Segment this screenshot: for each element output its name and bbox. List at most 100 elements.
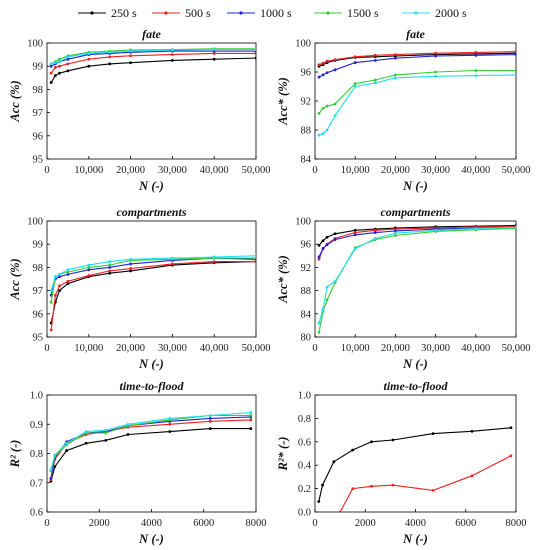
y-tick-label: 100 bbox=[27, 217, 43, 228]
data-point bbox=[87, 266, 91, 269]
data-point bbox=[325, 285, 329, 289]
x-tick-label: 40,000 bbox=[200, 343, 229, 354]
data-point bbox=[58, 64, 61, 68]
data-point bbox=[49, 62, 53, 66]
data-point bbox=[321, 73, 325, 77]
y-tick-label: 98 bbox=[33, 263, 44, 274]
data-point bbox=[373, 81, 377, 85]
x-tick-label: 40,000 bbox=[200, 165, 229, 176]
data-point bbox=[254, 254, 256, 258]
legend-label-1: 500 s bbox=[185, 6, 211, 20]
x-tick-label: 2000 bbox=[89, 518, 110, 529]
data-point bbox=[370, 440, 373, 444]
x-tick-label: 50,000 bbox=[502, 165, 531, 176]
series-line-2 bbox=[50, 50, 256, 67]
legend-marker-3 bbox=[326, 11, 330, 15]
series-line-1 bbox=[50, 52, 256, 74]
data-point bbox=[325, 71, 329, 75]
data-point bbox=[514, 50, 516, 54]
data-point bbox=[474, 69, 478, 72]
legend-label-3: 1500 s bbox=[347, 6, 379, 20]
x-tick-label: 4000 bbox=[405, 518, 426, 529]
data-point bbox=[108, 62, 112, 66]
series-group-5 bbox=[317, 426, 513, 512]
data-point bbox=[353, 233, 357, 237]
data-point bbox=[373, 237, 377, 240]
data-point bbox=[168, 430, 172, 433]
data-point bbox=[321, 132, 325, 136]
y-tick-label: 97 bbox=[33, 108, 44, 119]
x-axis-label-0: N (-) bbox=[138, 179, 164, 193]
panels: fate 0 10,000 20,000 30,000 40,000 50,000 95 96 9… bbox=[8, 27, 530, 546]
data-point bbox=[129, 262, 133, 266]
y-tick-label: 0.8 bbox=[30, 449, 43, 460]
data-point bbox=[249, 414, 253, 417]
y-tick-label: 96 bbox=[301, 240, 312, 251]
legend: 250 s 500 s 1000 s 1500 s 2000 s bbox=[78, 6, 467, 20]
plot-frame-3 bbox=[314, 220, 517, 338]
plot-frame-0 bbox=[46, 42, 257, 160]
x-tick-label: 10,000 bbox=[74, 343, 103, 354]
data-point bbox=[53, 61, 57, 65]
series-line-4 bbox=[50, 255, 256, 291]
y-axis-label-0: Acc (%) bbox=[8, 80, 22, 122]
data-point bbox=[49, 71, 53, 75]
data-point bbox=[108, 263, 112, 267]
data-point bbox=[53, 465, 57, 469]
data-point bbox=[53, 275, 57, 279]
data-point bbox=[104, 428, 108, 432]
data-point bbox=[53, 453, 57, 457]
data-point bbox=[87, 57, 91, 61]
x-tick-label: 0 bbox=[312, 343, 317, 354]
data-point bbox=[208, 417, 212, 420]
data-point bbox=[394, 73, 397, 77]
x-tick-label: 20,000 bbox=[116, 343, 145, 354]
data-point bbox=[49, 64, 53, 68]
data-point bbox=[87, 274, 91, 277]
data-point bbox=[254, 56, 256, 60]
x-tick-label: 0 bbox=[312, 165, 317, 176]
data-point bbox=[212, 57, 216, 61]
data-point bbox=[87, 268, 91, 272]
data-point bbox=[325, 59, 329, 63]
data-point bbox=[351, 448, 355, 452]
data-point bbox=[373, 78, 377, 82]
data-point bbox=[509, 454, 513, 458]
panel-title-5: time-to-flood bbox=[384, 379, 449, 393]
data-point bbox=[249, 411, 253, 414]
data-point bbox=[373, 231, 377, 235]
y-tick-label: 92 bbox=[301, 263, 312, 274]
x-tick-label: 30,000 bbox=[421, 165, 450, 176]
y-tick-label: 0.9 bbox=[30, 420, 43, 431]
y-tick-label: 1.0 bbox=[298, 391, 311, 402]
series-group-4 bbox=[49, 411, 253, 483]
data-point bbox=[321, 106, 325, 110]
data-point bbox=[168, 422, 172, 426]
data-point bbox=[434, 228, 437, 232]
y-tick-label: 0.8 bbox=[298, 414, 311, 425]
y-tick-label: 95 bbox=[33, 333, 44, 344]
data-point bbox=[108, 55, 112, 59]
legend-label-0: 250 s bbox=[111, 6, 137, 20]
series-line-3 bbox=[318, 69, 516, 114]
data-point bbox=[509, 426, 513, 430]
data-point bbox=[58, 272, 61, 276]
data-point bbox=[108, 271, 112, 275]
x-axis-label-2: N (-) bbox=[138, 357, 164, 371]
data-point bbox=[394, 53, 397, 56]
data-point bbox=[126, 433, 130, 436]
data-point bbox=[49, 289, 53, 292]
panel-1: fate 0 10,000 20,000 30,000 40,000 50,000 84 88 9… bbox=[276, 27, 530, 193]
series-line-3 bbox=[50, 257, 256, 303]
data-point bbox=[394, 76, 397, 80]
data-point bbox=[321, 307, 325, 311]
y-tick-label: 97 bbox=[33, 286, 44, 297]
data-point bbox=[434, 74, 437, 78]
data-point bbox=[249, 427, 253, 431]
data-point bbox=[66, 62, 70, 66]
data-point bbox=[317, 243, 321, 247]
series-group-0 bbox=[49, 47, 256, 84]
y-tick-label: 80 bbox=[301, 333, 312, 344]
y-tick-label: 0.6 bbox=[298, 437, 311, 448]
